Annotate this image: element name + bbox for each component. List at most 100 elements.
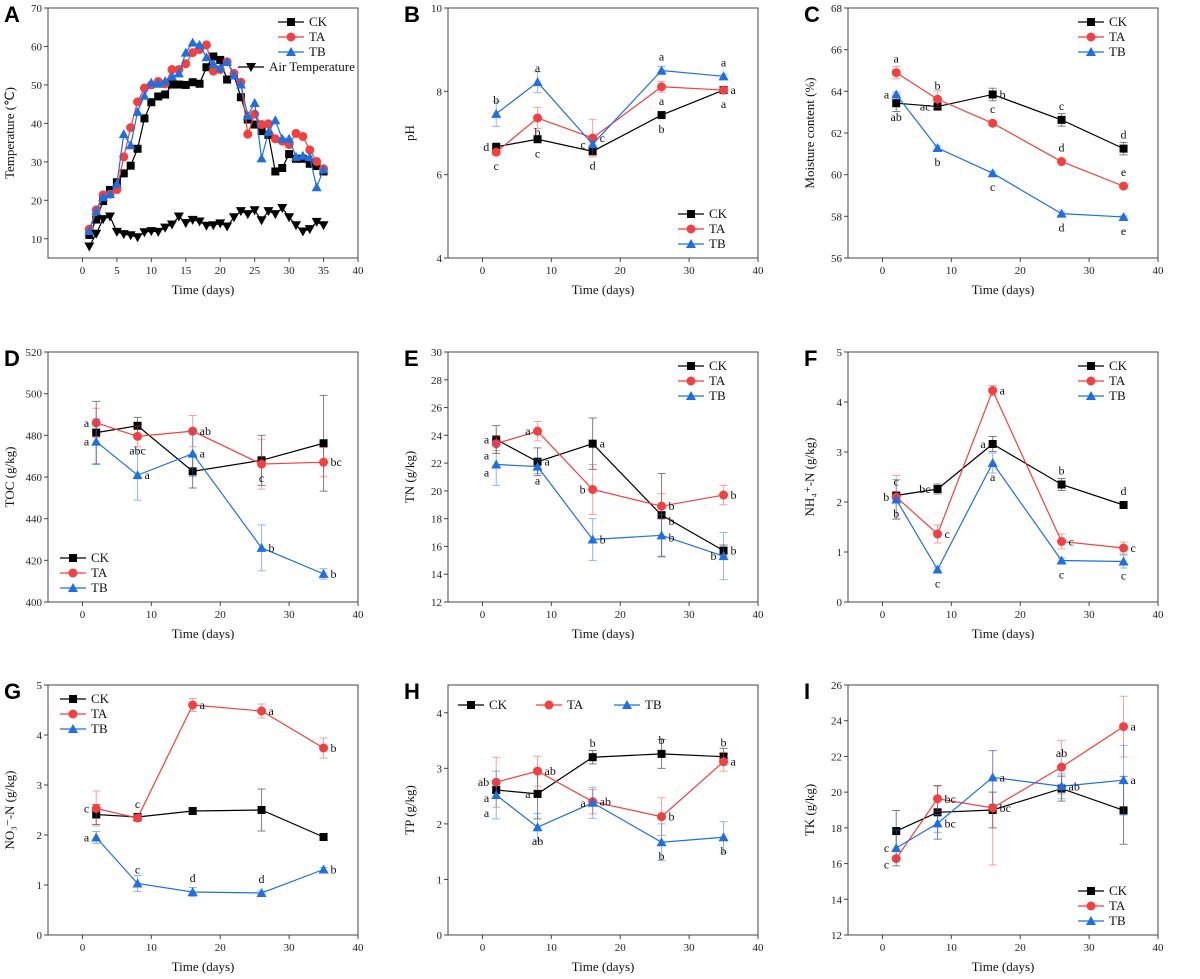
significance-label: a [659, 50, 665, 64]
legend-marker [68, 568, 78, 578]
y-tick-label: 16 [831, 859, 843, 871]
data-point [533, 426, 543, 436]
significance-label: b [731, 488, 737, 502]
x-tick-label: 0 [480, 942, 486, 954]
significance-label: a [580, 796, 586, 810]
series-line [496, 430, 724, 507]
series-line [95, 441, 324, 575]
y-tick-label: 26 [831, 680, 843, 692]
legend-label: TB [1109, 388, 1126, 403]
data-point [533, 113, 543, 123]
y-tick-label: 14 [431, 569, 443, 581]
y-tick-label: 4 [437, 708, 443, 720]
legend-marker [686, 224, 696, 234]
data-point [319, 833, 328, 841]
data-point [167, 65, 177, 75]
significance-label: a [484, 791, 490, 805]
series-tb [84, 37, 329, 236]
data-point [180, 219, 191, 228]
legend-label: TB [709, 236, 726, 251]
significance-label: a [990, 470, 996, 484]
x-tick-label: 40 [753, 942, 765, 954]
data-point [891, 494, 902, 504]
data-point [242, 210, 253, 220]
data-point [588, 485, 598, 494]
x-tick-label: 20 [1015, 265, 1026, 277]
y-tick-label: 2 [437, 819, 443, 831]
significance-label: a [600, 437, 606, 451]
x-axis-label: Time (days) [972, 282, 1035, 297]
series-ck [92, 788, 328, 841]
data-point [533, 135, 542, 144]
data-point [270, 210, 281, 220]
series-line [495, 69, 724, 146]
data-point [311, 217, 322, 227]
data-point [187, 448, 198, 458]
data-point [153, 78, 164, 88]
y-tick-label: 460 [26, 472, 43, 484]
significance-label: a [269, 704, 275, 718]
data-point [160, 223, 171, 233]
significance-label: bc [1000, 801, 1011, 815]
data-point [132, 878, 143, 888]
x-tick-label: 0 [480, 609, 486, 621]
significance-label: b [331, 567, 337, 581]
legend-marker [246, 63, 256, 72]
x-axis-label: Time (days) [572, 959, 635, 974]
significance-label: b [669, 810, 675, 824]
chart-panel-G: G 0 10 20 30 40 0 1 2 3 4 5 Time (days) NO₃⁻-N (g/kg)… [2, 679, 364, 974]
y-tick-label: 6 [437, 170, 443, 182]
significance-label: ac [920, 100, 931, 114]
significance-label: b [935, 155, 941, 169]
legend-marker [1086, 376, 1096, 386]
data-point [119, 169, 128, 178]
significance-label: b [669, 514, 675, 528]
data-point [291, 128, 301, 138]
significance-label: a [484, 806, 490, 820]
significance-label: e [1121, 224, 1126, 238]
data-point [201, 40, 211, 50]
significance-label: a [84, 416, 90, 430]
significance-label: b [935, 78, 941, 92]
y-tick-label: 60 [31, 41, 43, 53]
data-point [657, 812, 667, 822]
data-point [202, 63, 211, 72]
legend-label: TB [645, 697, 662, 712]
data-point [173, 212, 184, 222]
significance-label: d [1121, 484, 1127, 498]
data-point [180, 47, 191, 57]
y-axis-label: pH [402, 125, 417, 141]
legend-label: TB [91, 721, 108, 736]
significance-label: c [1069, 535, 1074, 549]
y-tick-label: 20 [31, 195, 43, 207]
series-tb: aab bb [484, 443, 729, 581]
legend-marker [686, 376, 696, 386]
significance-label: a [84, 435, 90, 449]
y-tick-label: 14 [831, 894, 843, 906]
significance-label: b [600, 533, 606, 547]
significance-label: c [600, 131, 605, 145]
significance-label: a [731, 83, 737, 97]
data-point [305, 159, 314, 168]
data-point [167, 71, 177, 81]
data-point [719, 85, 729, 95]
y-tick-label: 2 [37, 830, 43, 842]
significance-label: b [331, 741, 337, 755]
plot-frame [447, 351, 759, 603]
data-point [588, 439, 597, 448]
significance-label: c [1121, 569, 1126, 583]
panel-letter: I [804, 679, 810, 704]
legend-label: CK [709, 206, 728, 221]
x-tick-label: 15 [180, 265, 192, 277]
y-tick-label: 22 [431, 458, 442, 470]
legend-label: TA [91, 565, 108, 580]
data-point [249, 206, 260, 216]
legend-label: TA [709, 221, 726, 236]
data-point [988, 386, 998, 395]
significance-label: bc [945, 816, 956, 830]
legend-marker [544, 700, 554, 710]
data-point [256, 542, 267, 552]
legend-marker [68, 583, 78, 592]
x-tick-label: 30 [284, 609, 296, 621]
